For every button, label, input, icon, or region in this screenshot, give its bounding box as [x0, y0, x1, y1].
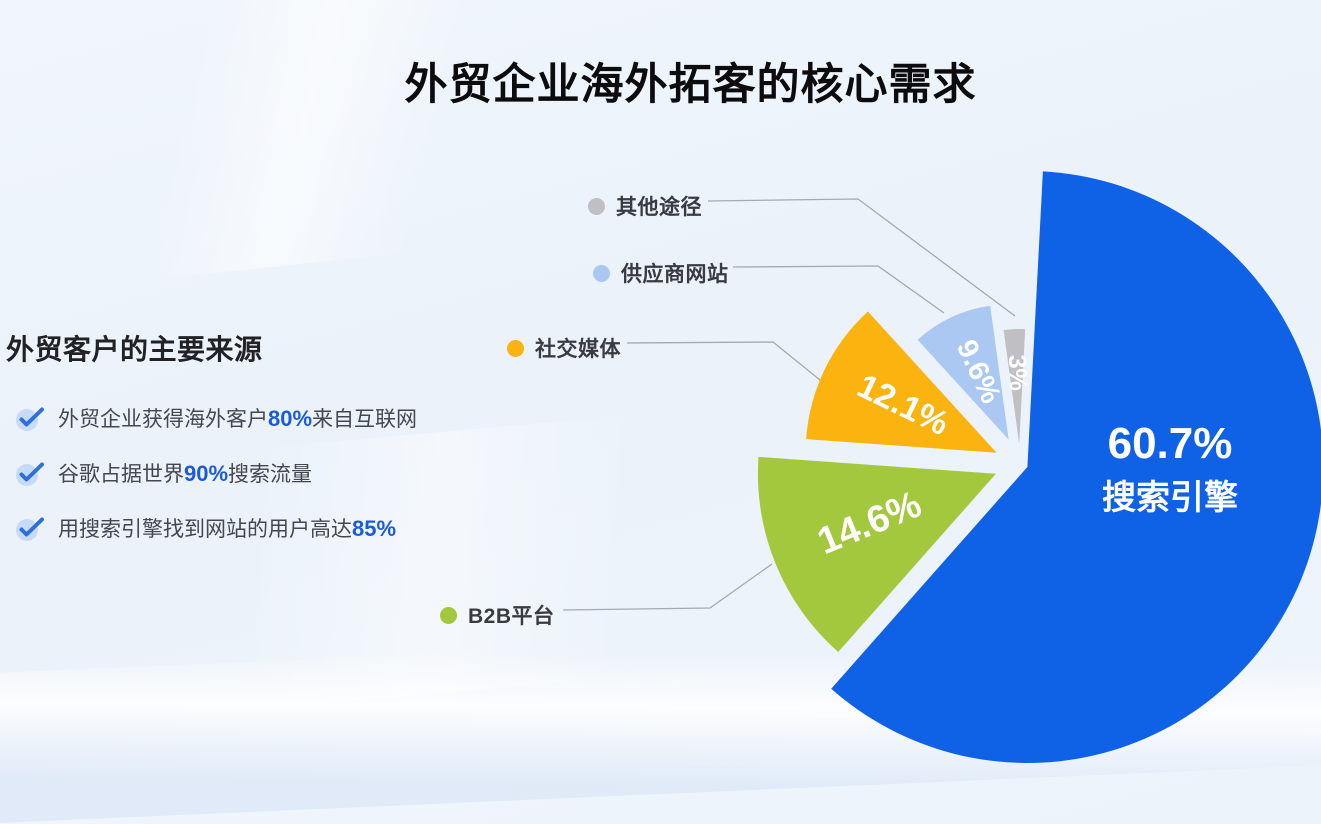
leader-line-supplier-website [732, 265, 945, 314]
pie-center-name-search-engine: 搜索引擎 [1102, 479, 1238, 517]
legend-dot-social-media [507, 339, 524, 357]
legend-label-other-channels: 其他途径 [616, 196, 702, 219]
pie-slice-other-channels [1003, 329, 1026, 444]
facts-list: 外贸企业获得海外客户80%来自互联网 谷歌占据世界90%搜索流量 用搜索引擎找到… [6, 406, 436, 542]
legend-label-b2b-platform: B2B平台 [468, 605, 555, 628]
fact-highlight: 80% [268, 406, 313, 431]
check-icon [16, 407, 44, 431]
leader-line-other-channels [707, 198, 1016, 317]
fact-highlight: 90% [184, 461, 229, 486]
leader-line-b2b-platform [562, 563, 773, 611]
key-facts-panel: 外贸客户的主要来源 外贸企业获得海外客户80%来自互联网 谷歌占据世界90%搜索… [6, 328, 436, 571]
legend-item-supplier-website: 供应商网站 [593, 258, 729, 288]
background-wave-bottom [0, 613, 1321, 824]
pie-pct-label-b2b-platform: 14.6% [812, 483, 928, 563]
check-icon [16, 462, 44, 486]
pie-slice-supplier-website [917, 305, 1009, 440]
fact-text: 谷歌占据世界90%搜索流量 [58, 461, 313, 486]
fact-item: 外贸企业获得海外客户80%来自互联网 [15, 406, 427, 432]
check-icon [16, 517, 44, 541]
legend-label-supplier-website: 供应商网站 [621, 263, 729, 286]
fact-text: 外贸企业获得海外客户80%来自互联网 [58, 406, 418, 431]
page-title: 外贸企业海外拓客的核心需求 [404, 61, 977, 109]
pie-slice-social-media [806, 311, 997, 453]
facts-heading: 外贸客户的主要来源 [6, 334, 263, 365]
legend-item-b2b-platform: B2B平台 [440, 600, 555, 630]
pie-slice-b2b-platform [757, 456, 996, 652]
legend-dot-supplier-website [593, 264, 610, 282]
legend-item-social-media: 社交媒体 [507, 333, 621, 363]
legend-dot-b2b-platform [440, 606, 457, 624]
pie-center-pct-search-engine: 60.7% [1108, 419, 1233, 468]
pie-pct-label-supplier-website: 9.6% [950, 335, 1007, 409]
legend-label-social-media: 社交媒体 [535, 338, 621, 361]
fact-text: 用搜索引擎找到网站的用户高达85% [58, 516, 397, 541]
fact-highlight: 85% [352, 516, 397, 541]
fact-item: 谷歌占据世界90%搜索流量 [15, 461, 427, 487]
legend-item-other-channels: 其他途径 [588, 191, 702, 221]
pie-pct-label-social-media: 12.1% [851, 367, 954, 443]
pie-slice-search-engine [831, 171, 1321, 763]
pie-pct-label-other-channels: 3% [1003, 354, 1032, 391]
leader-line-social-media [626, 341, 826, 385]
legend-dot-other-channels [588, 197, 605, 215]
fact-item: 用搜索引擎找到网站的用户高达85% [15, 516, 427, 542]
